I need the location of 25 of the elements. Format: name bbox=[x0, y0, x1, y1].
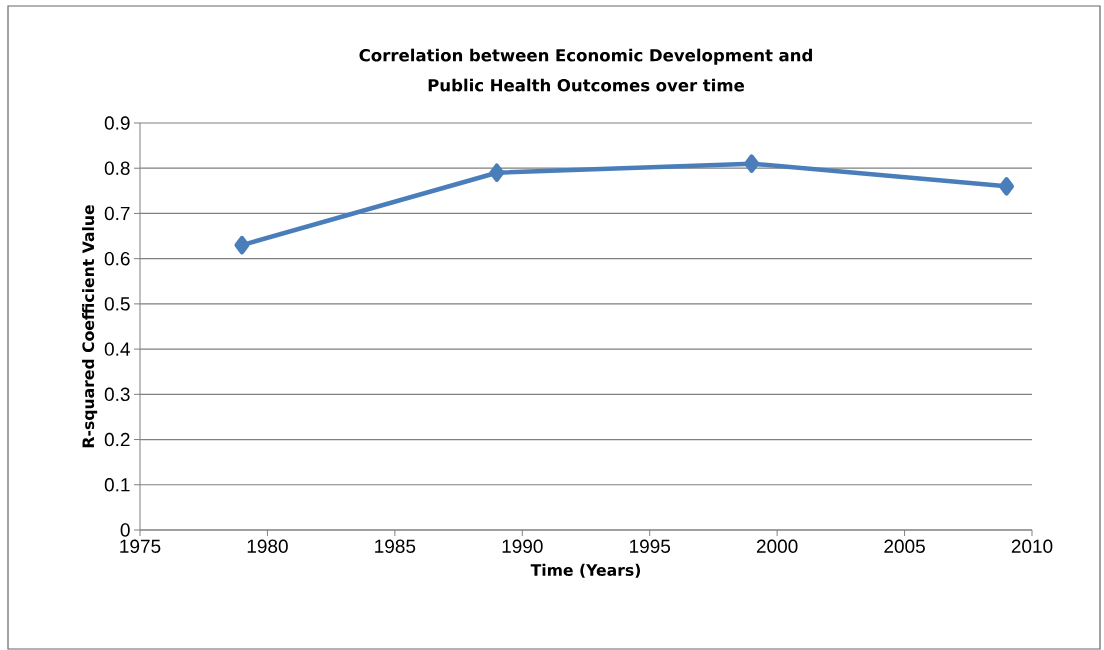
y-axis-title: R-squared Coefficient Value bbox=[82, 205, 98, 448]
y-tick-label: 0.6 bbox=[104, 251, 130, 266]
x-tick-label: 1980 bbox=[247, 539, 288, 553]
point bbox=[489, 163, 505, 182]
point bbox=[999, 177, 1015, 196]
x-tick-label: 1995 bbox=[630, 539, 671, 553]
x-tick-label: 1985 bbox=[375, 539, 416, 553]
y-tick-label: 0.5 bbox=[104, 297, 130, 311]
chart-title: Correlation between Economic Development and Public Health Outcomes over time bbox=[359, 48, 812, 92]
y-tick-label: 0 bbox=[120, 523, 130, 537]
point bbox=[744, 154, 760, 173]
y-tick-label: 0.7 bbox=[104, 206, 130, 221]
y-tick-label: 0.4 bbox=[104, 342, 130, 356]
x-tick-label: 2010 bbox=[1011, 539, 1053, 553]
y-tick-label: 0.8 bbox=[104, 161, 130, 175]
x-tick-label: 1990 bbox=[502, 539, 543, 553]
x-tick-label: 1975 bbox=[120, 539, 161, 553]
x-axis-title: Time (Years) bbox=[530, 563, 641, 578]
point bbox=[234, 235, 250, 255]
x-tick-label: 2005 bbox=[884, 539, 925, 553]
x-tick-label: 2000 bbox=[756, 539, 798, 553]
y-tick-label: 0.1 bbox=[104, 478, 130, 492]
y-tick-label: 0.9 bbox=[104, 116, 130, 130]
y-tick-label: 0.3 bbox=[104, 387, 130, 402]
y-tick-label: 0.2 bbox=[104, 432, 130, 447]
